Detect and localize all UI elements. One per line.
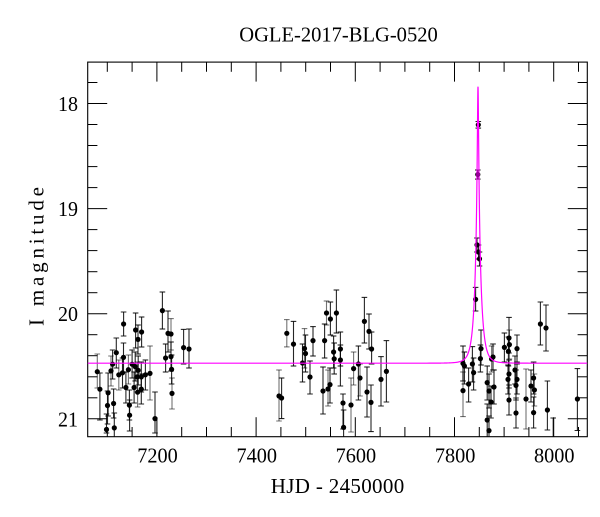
svg-text:I magnitude: I magnitude — [25, 187, 49, 326]
svg-text:19: 19 — [58, 197, 78, 221]
svg-text:7600: 7600 — [336, 444, 377, 468]
svg-text:20: 20 — [58, 302, 78, 326]
svg-text:HJD - 2450000: HJD - 2450000 — [271, 474, 404, 498]
svg-text:7800: 7800 — [435, 444, 476, 468]
svg-text:7400: 7400 — [236, 444, 277, 468]
svg-text:8000: 8000 — [534, 444, 575, 468]
svg-text:7200: 7200 — [137, 444, 178, 468]
svg-text:21: 21 — [58, 407, 78, 431]
svg-text:OGLE-2017-BLG-0520: OGLE-2017-BLG-0520 — [239, 23, 438, 47]
svg-text:18: 18 — [58, 92, 78, 116]
